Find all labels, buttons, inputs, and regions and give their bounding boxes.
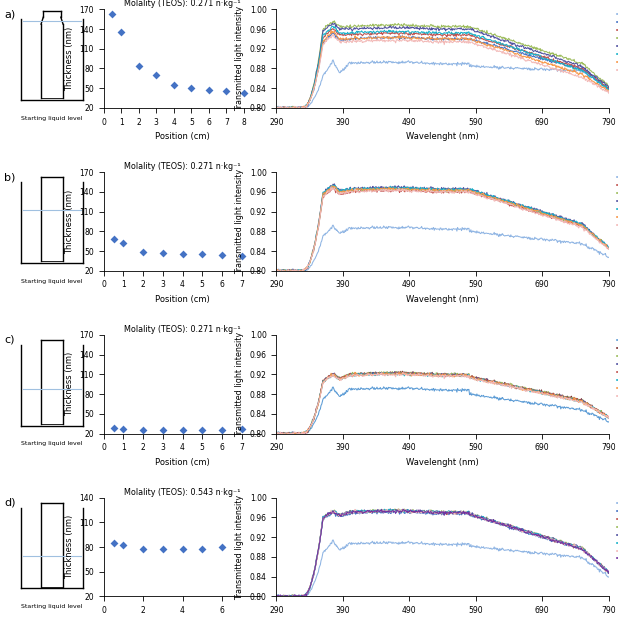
Y-axis label: Thickness (nm): Thickness (nm) <box>65 189 74 253</box>
Point <box>237 424 247 434</box>
Legend: Substrate, 0.5, 1, 2, 3, 4, 6, 7: Substrate, 0.5, 1, 2, 3, 4, 6, 7 <box>616 336 618 400</box>
Point <box>158 544 167 554</box>
Point <box>108 9 117 19</box>
Point <box>221 87 231 96</box>
Point <box>119 424 129 434</box>
Point <box>109 538 119 548</box>
Point <box>138 544 148 554</box>
Text: Starting liquid level: Starting liquid level <box>22 441 83 446</box>
X-axis label: Position (cm): Position (cm) <box>155 132 210 142</box>
Point <box>151 70 161 80</box>
Text: Starting liquid level: Starting liquid level <box>22 116 83 121</box>
X-axis label: Wavelenght (nm): Wavelenght (nm) <box>406 132 479 142</box>
Point <box>169 80 179 90</box>
Y-axis label: Transmitted light intensity: Transmitted light intensity <box>235 6 244 111</box>
Point <box>217 542 227 552</box>
Point <box>158 248 167 258</box>
Point <box>138 425 148 434</box>
Legend: Substrate, 0.5 cm, 1 cm, 2 cm, 3 cm, 4 cm, 5 cm, 6 cm: Substrate, 0.5 cm, 1 cm, 2 cm, 3 cm, 4 c… <box>616 499 618 564</box>
Point <box>177 425 187 434</box>
Text: Starting liquid level: Starting liquid level <box>22 604 83 609</box>
Text: Starting liquid level: Starting liquid level <box>22 279 83 284</box>
Point <box>109 423 119 433</box>
Y-axis label: Thickness (nm): Thickness (nm) <box>65 352 74 417</box>
Point <box>116 27 126 37</box>
Point <box>197 249 207 259</box>
Point <box>109 234 119 244</box>
Point <box>133 62 143 72</box>
Point <box>197 544 207 554</box>
Point <box>138 247 148 257</box>
Text: c): c) <box>4 335 15 345</box>
X-axis label: Position (cm): Position (cm) <box>155 295 210 304</box>
Text: a): a) <box>4 9 15 19</box>
Title: Molality (TEOS): 0.271 n·kg⁻¹: Molality (TEOS): 0.271 n·kg⁻¹ <box>124 325 241 334</box>
Point <box>217 250 227 260</box>
Point <box>177 248 187 258</box>
Point <box>158 425 167 434</box>
Y-axis label: Transmitted light intensity: Transmitted light intensity <box>235 332 244 437</box>
Point <box>204 85 214 95</box>
Y-axis label: Thickness (nm): Thickness (nm) <box>65 515 74 579</box>
Title: Molality (TEOS): 0.271 n·kg⁻¹: Molality (TEOS): 0.271 n·kg⁻¹ <box>124 163 241 171</box>
Point <box>119 541 129 551</box>
Point <box>197 425 207 434</box>
Text: b): b) <box>4 172 16 182</box>
X-axis label: Position (cm): Position (cm) <box>155 458 210 467</box>
Title: Molality (TEOS): 0.543 n·kg⁻¹: Molality (TEOS): 0.543 n·kg⁻¹ <box>124 488 241 497</box>
Legend: Substrate, 0.5, 1, 2, 3, 4, 7: Substrate, 0.5, 1, 2, 3, 4, 7 <box>616 174 618 230</box>
X-axis label: Wavelenght (nm): Wavelenght (nm) <box>406 295 479 304</box>
Point <box>237 251 247 261</box>
X-axis label: Wavelenght (nm): Wavelenght (nm) <box>406 458 479 467</box>
Legend: Substrate, 0.5 cm, 1 cm, 2 cm, 3 cm, 4 cm, 6 cm, 7 cm: Substrate, 0.5 cm, 1 cm, 2 cm, 3 cm, 4 c… <box>616 11 618 75</box>
Y-axis label: Transmitted light intensity: Transmitted light intensity <box>235 494 244 599</box>
Text: d): d) <box>4 497 16 508</box>
Point <box>217 425 227 434</box>
Y-axis label: Transmitted light intensity: Transmitted light intensity <box>235 169 244 274</box>
Point <box>177 544 187 554</box>
Title: Molality (TEOS): 0.271 n·kg⁻¹: Molality (TEOS): 0.271 n·kg⁻¹ <box>124 0 241 9</box>
Y-axis label: Thickness (nm): Thickness (nm) <box>65 27 74 91</box>
Point <box>119 238 129 248</box>
Point <box>239 88 249 98</box>
Point <box>187 83 197 93</box>
